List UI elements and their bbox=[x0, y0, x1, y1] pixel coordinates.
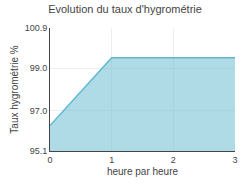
svg-text:95.1: 95.1 bbox=[30, 146, 48, 156]
svg-text:Evolution du taux d'hygrométri: Evolution du taux d'hygrométrie bbox=[48, 3, 202, 15]
svg-text:0: 0 bbox=[47, 155, 52, 165]
svg-text:99.0: 99.0 bbox=[30, 63, 48, 73]
svg-text:Taux hygrométrie %: Taux hygrométrie % bbox=[9, 45, 20, 133]
svg-text:1: 1 bbox=[109, 155, 114, 165]
svg-text:100.9: 100.9 bbox=[25, 23, 48, 33]
svg-text:3: 3 bbox=[232, 155, 237, 165]
svg-text:2: 2 bbox=[171, 155, 176, 165]
svg-text:97.0: 97.0 bbox=[30, 106, 48, 116]
svg-text:heure par heure: heure par heure bbox=[107, 166, 179, 177]
